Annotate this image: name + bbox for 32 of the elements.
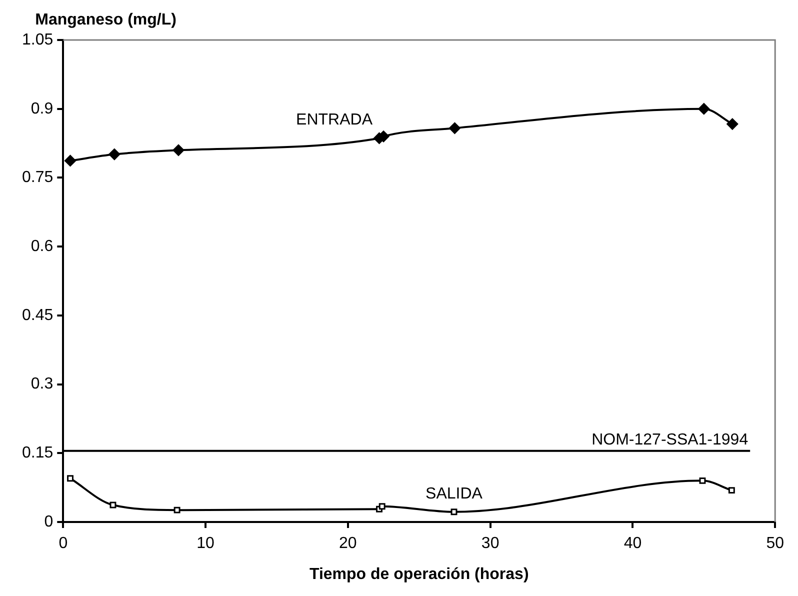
point: [698, 103, 710, 115]
point: [172, 144, 184, 156]
y-tick-label: 0.9: [30, 100, 54, 118]
point: [450, 508, 458, 516]
x-tick-label: 50: [766, 535, 784, 552]
x-tick-label: 30: [481, 535, 500, 552]
x-tick-label: 40: [624, 535, 642, 552]
y-tick-label: 0.15: [22, 444, 54, 462]
ref-line-label: NOM-127-SSA1-1994: [592, 431, 748, 448]
point: [67, 475, 74, 482]
y-tick-label: 0.6: [30, 238, 54, 255]
x-tick-label: 10: [196, 535, 215, 552]
point: [726, 118, 738, 130]
y-tick-label: 0.75: [22, 169, 54, 186]
x-tick-label: 0: [58, 535, 68, 552]
series-label: SALIDA: [426, 485, 483, 502]
point: [378, 503, 386, 510]
point: [728, 487, 735, 494]
x-axis-title: Tiempo de operación (horas): [309, 566, 529, 583]
point: [448, 122, 460, 134]
point: [64, 154, 76, 166]
y-tick-label: 0.45: [22, 306, 54, 324]
y-tick-label: 0.3: [30, 376, 54, 393]
point: [110, 502, 116, 508]
y-tick-label: 0: [44, 513, 54, 530]
x-tick-label: 20: [339, 535, 357, 552]
point: [174, 506, 180, 514]
series-label: ENTRADA: [296, 112, 373, 129]
point: [699, 477, 706, 484]
y-axis-title: Manganeso (mg/L): [35, 11, 176, 28]
point: [108, 148, 120, 160]
y-tick-label: 1.05: [22, 31, 54, 48]
